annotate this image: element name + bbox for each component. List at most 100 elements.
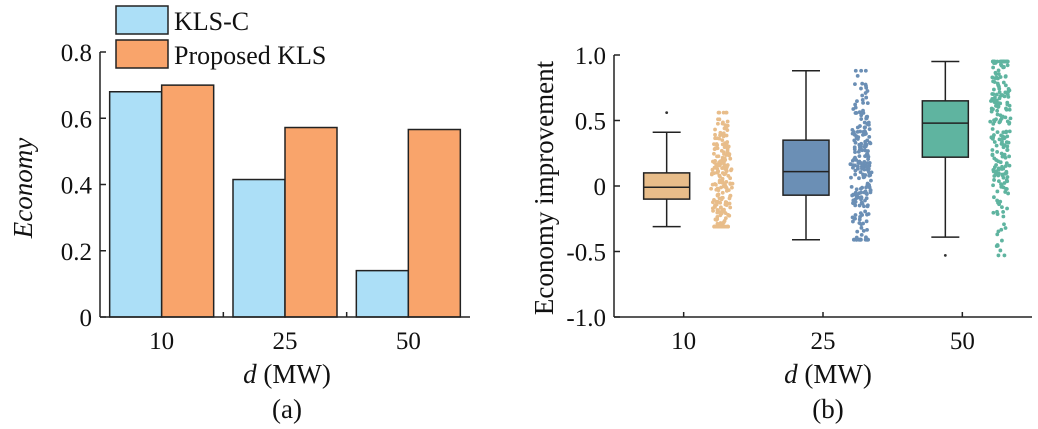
scatter-point: [995, 112, 1000, 117]
scatter-point: [990, 153, 995, 158]
scatter-point: [857, 237, 862, 242]
y-tick-label: -0.5: [566, 240, 606, 267]
x-tick-label: 10: [671, 328, 696, 355]
panel-b-caption: (b): [812, 394, 843, 424]
scatter-point: [1003, 164, 1008, 168]
x-tick-label: 25: [273, 328, 298, 355]
scatter-point: [858, 170, 863, 175]
scatter-point: [994, 163, 998, 167]
bar-proposed-kls-25: [284, 126, 338, 318]
scatter-point: [865, 151, 869, 156]
scatter-point: [715, 193, 720, 198]
scatter-point: [864, 185, 868, 190]
scatter-point: [863, 189, 868, 194]
panel-b-y-axis-label: Economy improvement: [529, 60, 559, 315]
scatter-point: [859, 113, 864, 118]
scatter-point: [714, 218, 719, 222]
scatter-point: [851, 219, 855, 224]
scatter-point: [713, 132, 717, 137]
scatter-point: [1005, 102, 1010, 107]
scatter-point: [1004, 107, 1009, 112]
scatter-point: [716, 188, 721, 193]
scatter-point: [1000, 114, 1005, 119]
scatter-point: [859, 232, 864, 237]
scatter-point: [852, 157, 857, 162]
scatter-point: [999, 151, 1004, 156]
scatter-point: [860, 81, 865, 86]
scatter-point: [857, 142, 862, 147]
scatter-point: [992, 195, 996, 200]
scatter-point: [1007, 88, 1012, 93]
scatter-point: [1000, 164, 1004, 169]
scatter-point: [997, 96, 1002, 101]
scatter-point: [1005, 63, 1010, 68]
scatter-point: [852, 147, 857, 152]
scatter-point: [714, 142, 719, 146]
scatter-point: [728, 181, 733, 186]
scatter-point: [998, 248, 1003, 253]
scatter-point: [728, 205, 733, 210]
scatter-point: [726, 174, 731, 178]
scatter-point: [996, 83, 1001, 88]
scatter-point: [857, 147, 862, 152]
scatter-point: [713, 146, 718, 151]
scatter-point: [995, 130, 1000, 135]
scatter-point: [858, 161, 862, 165]
scatter-point: [724, 164, 728, 169]
scatter-point: [720, 166, 725, 171]
scatter-point: [863, 68, 868, 73]
scatter-point: [999, 133, 1004, 138]
legend-swatch: [115, 39, 169, 69]
scatter-point: [866, 182, 871, 187]
scatter-point: [861, 100, 865, 105]
scatter-point: [715, 215, 720, 219]
scatter-point: [718, 133, 722, 138]
scatter-point: [724, 167, 728, 172]
scatter-point: [988, 119, 993, 124]
scatter-point: [713, 127, 717, 132]
scatter-point: [998, 160, 1003, 165]
legend-swatch: [115, 5, 169, 35]
scatter-point: [861, 228, 866, 233]
scatter-point: [725, 148, 730, 152]
scatter-point: [994, 158, 999, 162]
scatter-point: [994, 92, 999, 97]
scatter-point: [855, 229, 860, 234]
scatter-point: [1006, 140, 1011, 145]
scatter-point: [853, 216, 857, 221]
x-tick-label: 50: [396, 328, 421, 355]
scatter-point: [849, 184, 854, 189]
scatter-point: [1000, 205, 1004, 210]
box-10: [642, 172, 691, 200]
outlier-point: [943, 254, 947, 257]
scatter-point: [849, 175, 853, 180]
scatter-point: [710, 200, 715, 205]
scatter-point: [992, 140, 997, 144]
scatter-point: [1007, 129, 1012, 134]
scatter-point: [996, 179, 1001, 184]
scatter-point: [1002, 136, 1007, 141]
scatter-point: [724, 224, 729, 229]
scatter-point: [718, 159, 723, 164]
scatter-point: [995, 243, 1000, 248]
scatter-point: [864, 219, 869, 224]
scatter-point: [713, 136, 718, 141]
scatter-point: [1001, 59, 1006, 64]
scatter-point: [721, 120, 725, 125]
scatter-point: [716, 154, 721, 159]
scatter-point: [720, 190, 725, 195]
scatter-point: [861, 221, 865, 226]
scatter-point: [998, 199, 1003, 204]
y-tick-label: 0.2: [61, 239, 92, 266]
scatter-point: [712, 151, 716, 156]
scatter-point: [855, 137, 860, 141]
scatter-point: [991, 122, 996, 126]
scatter-point: [859, 68, 864, 73]
scatter-point: [865, 203, 870, 208]
scatter-point: [867, 134, 872, 139]
scatter-point: [1005, 134, 1010, 139]
scatter-point: [995, 76, 1000, 81]
scatter-point: [868, 141, 873, 146]
scatter-point: [712, 142, 716, 147]
scatter-point: [995, 198, 1000, 203]
